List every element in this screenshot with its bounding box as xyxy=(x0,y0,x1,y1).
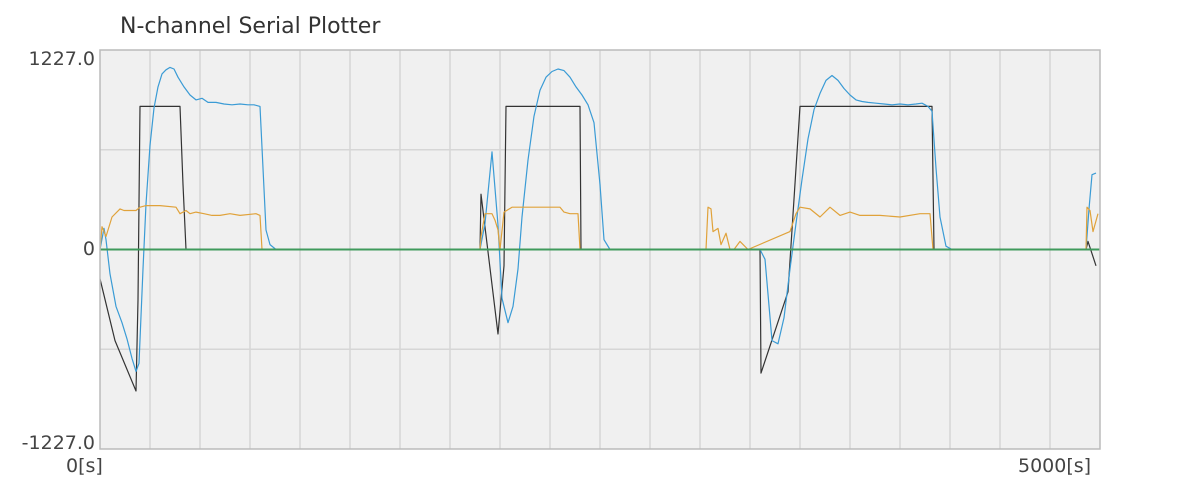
y-max-label: 1227.0 xyxy=(28,48,95,70)
x-max-label: 5000[s] xyxy=(1018,455,1092,477)
x-min-label: 0[s] xyxy=(66,455,103,477)
series-line-2 xyxy=(99,66,1097,372)
plot-frame xyxy=(99,49,1101,450)
series-layer xyxy=(99,66,1100,392)
series-line-3 xyxy=(99,205,1099,251)
series-line-1 xyxy=(99,105,1097,392)
chart-title: N-channel Serial Plotter xyxy=(120,14,381,39)
y-min-label: -1227.0 xyxy=(21,432,95,454)
y-zero-label: 0 xyxy=(82,238,95,260)
